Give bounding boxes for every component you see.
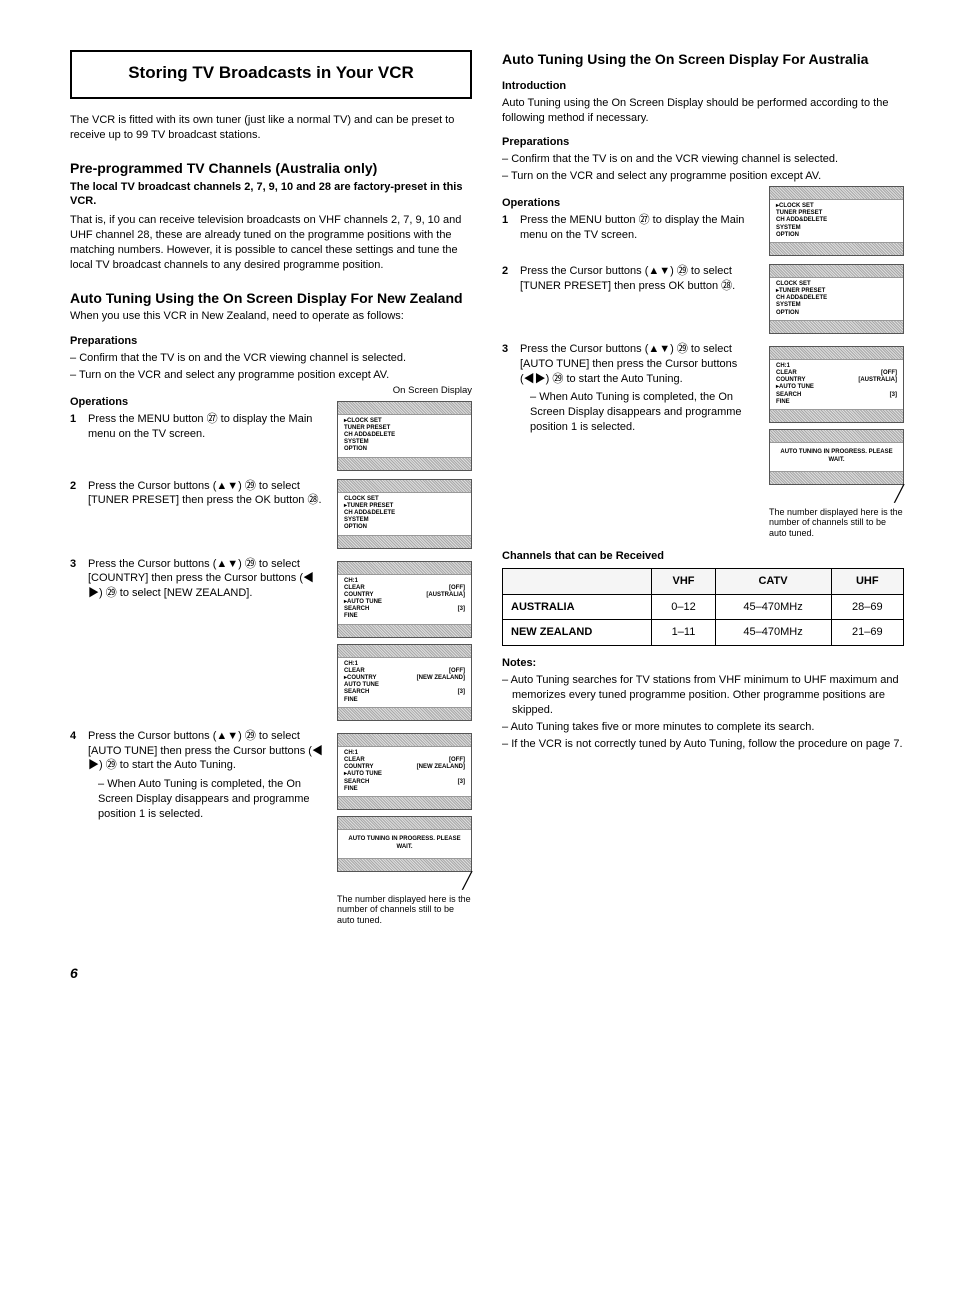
osd-menu2: CLOCK SET ▸TUNER PRESET CH ADD&DELETE SY… [337, 479, 472, 549]
step-item: 3 Press the Cursor buttons (▲▼) ㉙ to sel… [502, 342, 759, 435]
note-item: Auto Tuning searches for TV stations fro… [502, 673, 904, 718]
step3-sub: When Auto Tuning is completed, the On Sc… [520, 390, 759, 435]
intro-h: Introduction [502, 79, 904, 94]
step-item: 3Press the Cursor buttons (▲▼) ㉙ to sele… [70, 557, 327, 602]
section1-body: That is, if you can receive television b… [70, 213, 472, 272]
main-heading: Storing TV Broadcasts in Your VCR [90, 62, 452, 85]
section1-bold: The local TV broadcast channels 2, 7, 9,… [70, 180, 472, 210]
step-item: 2Press the Cursor buttons (▲▼) ㉙ to sele… [502, 264, 759, 294]
section2-intro: When you use this VCR in New Zealand, ne… [70, 309, 472, 324]
right-heading: Auto Tuning Using the On Screen Display … [502, 50, 904, 69]
prep-list: Confirm that the TV is on and the VCR vi… [70, 351, 472, 383]
osd-r1: ▸CLOCK SET TUNER PRESET CH ADD&DELETE SY… [769, 186, 904, 256]
ops-h: Operations [502, 196, 759, 211]
note-item: Auto Tuning takes five or more minutes t… [502, 720, 904, 735]
osd-r2: CLOCK SET ▸TUNER PRESET CH ADD&DELETE SY… [769, 264, 904, 334]
osd-tuning: AUTO TUNING IN PROGRESS. PLEASE WAIT. [337, 816, 472, 872]
notes-list: Auto Tuning searches for TV stations fro… [502, 673, 904, 751]
notes-h: Notes: [502, 656, 904, 671]
prep-item: Confirm that the TV is on and the VCR vi… [502, 152, 904, 167]
step4-sub: When Auto Tuning is completed, the On Sc… [88, 777, 327, 822]
channels-table: VHF CATV UHF AUSTRALIA0–1245–470MHz28–69… [502, 568, 904, 647]
osd-caption: The number displayed here is the number … [337, 894, 472, 926]
osd-preset-nz: CH:1 CLEAR[OFF] ▸COUNTRY[NEW ZEALAND] AU… [337, 644, 472, 721]
prep-heading: Preparations [70, 334, 472, 349]
left-column: Storing TV Broadcasts in Your VCR The VC… [70, 50, 472, 934]
section2-heading: Auto Tuning Using the On Screen Display … [70, 289, 472, 308]
note-item: If the VCR is not correctly tuned by Aut… [502, 737, 904, 752]
prep-h: Preparations [502, 135, 904, 150]
right-column: Auto Tuning Using the On Screen Display … [502, 50, 904, 934]
osd-r3: CH:1 CLEAR[OFF] COUNTRY[AUSTRALIA] ▸AUTO… [769, 346, 904, 423]
osd-preset-nz2: CH:1 CLEAR[OFF] COUNTRY[NEW ZEALAND] ▸AU… [337, 733, 472, 810]
osd-menu1: ▸CLOCK SET TUNER PRESET CH ADD&DELETE SY… [337, 401, 472, 471]
step-item: 1Press the MENU button ㉗ to display the … [502, 213, 759, 243]
step-item: 1Press the MENU button ㉗ to display the … [70, 412, 327, 442]
ops-heading: Operations [70, 395, 327, 410]
table-row: NEW ZEALAND1–1145–470MHz21–69 [503, 620, 904, 646]
step-item: 2Press the Cursor buttons (▲▼) ㉙ to sele… [70, 479, 327, 509]
osd-preset-aus: CH:1 CLEAR[OFF] COUNTRY[AUSTRALIA] ▸AUTO… [337, 561, 472, 638]
osd-r4: AUTO TUNING IN PROGRESS. PLEASE WAIT. [769, 429, 904, 485]
section1-heading: Pre-programmed TV Channels (Australia on… [70, 159, 472, 178]
osd-label: On Screen Display [393, 385, 472, 398]
table-row: AUSTRALIA0–1245–470MHz28–69 [503, 594, 904, 620]
prep-item: Confirm that the TV is on and the VCR vi… [70, 351, 472, 366]
prep-item: Turn on the VCR and select any programme… [502, 169, 904, 184]
prep-item: Turn on the VCR and select any programme… [70, 368, 472, 383]
boxed-title: Storing TV Broadcasts in Your VCR [70, 50, 472, 99]
intro-text: Auto Tuning using the On Screen Display … [502, 96, 904, 126]
table-heading: Channels that can be Received [502, 549, 904, 564]
step-item: 4 Press the Cursor buttons (▲▼) ㉙ to sel… [70, 729, 327, 822]
page-number: 6 [70, 964, 904, 983]
intro-text: The VCR is fitted with its own tuner (ju… [70, 113, 472, 143]
prep-list: Confirm that the TV is on and the VCR vi… [502, 152, 904, 184]
osd-caption-r: The number displayed here is the number … [769, 507, 904, 539]
